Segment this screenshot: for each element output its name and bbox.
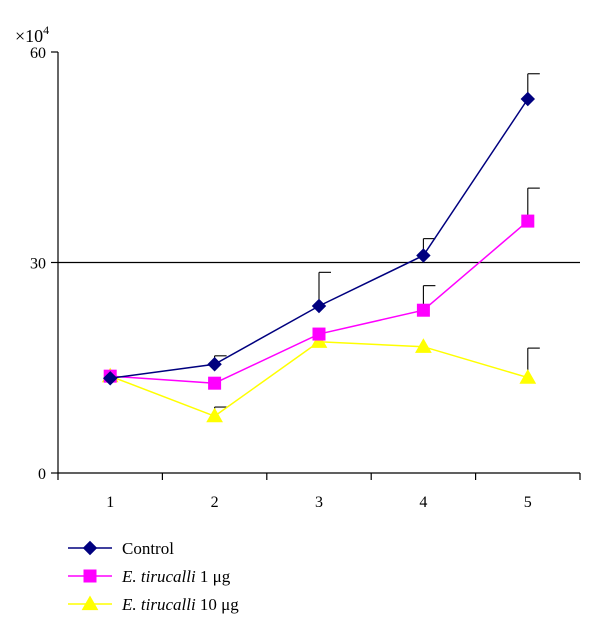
legend-marker [83,569,97,583]
data-point [415,338,432,353]
data-point [207,357,222,372]
x-tick-label: 5 [524,494,532,511]
data-point [416,248,431,263]
legend-marker [81,595,99,611]
data-point [416,303,430,317]
legend-label: Control [122,539,174,558]
legend-label: E. tirucalli 10 μg [121,595,239,614]
x-tick-label: 4 [419,494,427,511]
data-point [310,333,328,348]
y-multiplier-label: ×104 [15,23,49,46]
y-tick-label: 60 [30,45,46,62]
x-tick-label: 2 [211,494,219,511]
data-point [521,214,535,228]
data-point [311,298,327,314]
series-line [109,341,529,418]
legend-label: E. tirucalli 1 μg [121,567,231,586]
data-point [519,369,537,384]
x-tick-label: 1 [106,494,114,511]
data-point [102,371,118,386]
y-tick-label: 0 [38,466,46,483]
x-tick-label: 3 [315,494,323,511]
data-point [208,376,222,390]
data-point [520,91,536,107]
legend-marker [82,540,98,556]
y-tick-label: 30 [30,256,46,273]
legend: Control E. tirucalli 1 μg E. tirucalli 10 … [68,539,239,614]
plot-area: 0 30 60 1 2 3 4 5 [30,45,581,511]
data-point [206,407,223,423]
data-point [312,327,326,341]
